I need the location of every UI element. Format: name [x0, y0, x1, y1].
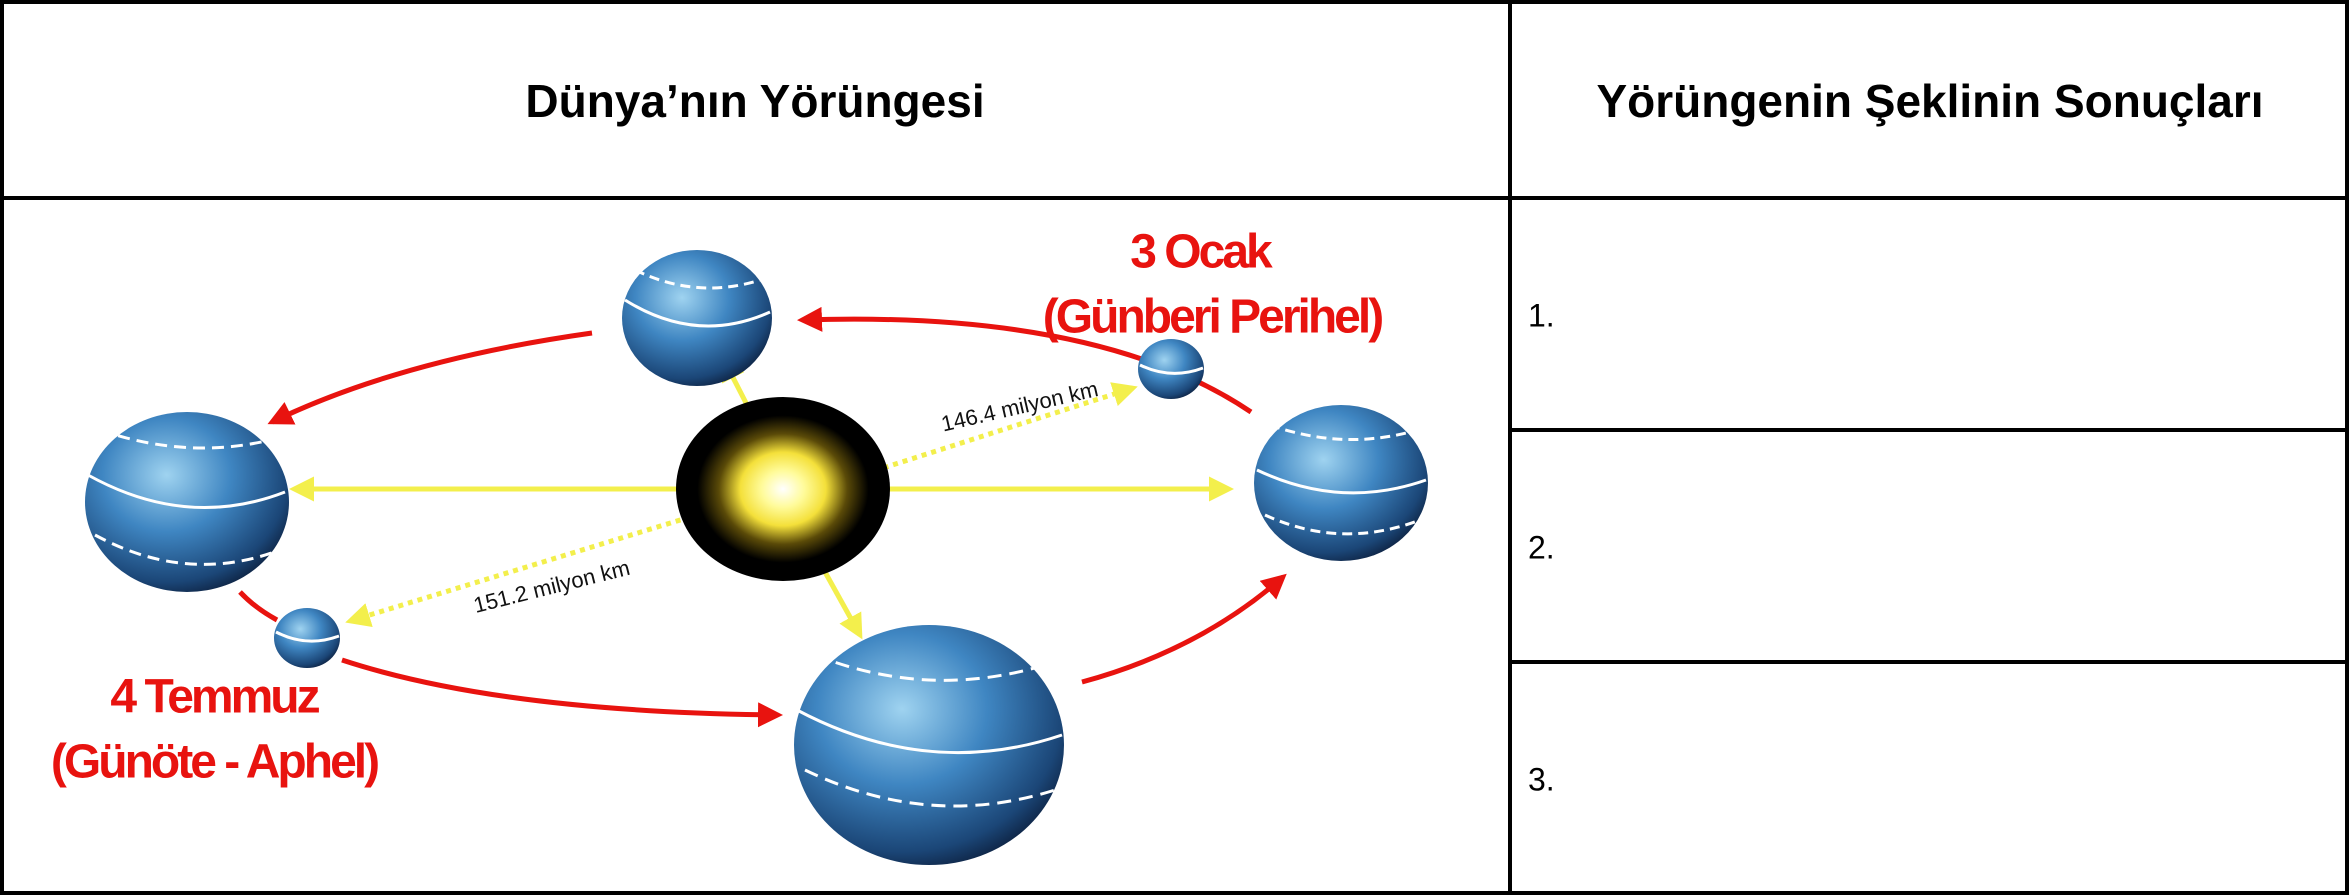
- row-number: 2.: [1528, 529, 1555, 565]
- sun: [676, 397, 890, 581]
- aphelion-distance: 151.2 milyon km: [471, 555, 632, 618]
- aphelion-date: 4 Temmuz: [110, 671, 319, 724]
- header-title: Yörüngenin Şeklinin Sonuçları: [1596, 75, 2263, 127]
- page: Dünya’nın Yörüngesi Yörüngenin Şeklinin …: [0, 0, 2349, 895]
- aphelion-name: (Günöte - Aphel): [51, 736, 378, 789]
- perihelion-name: (Günberi Perihel): [1043, 291, 1382, 344]
- perihelion-date: 3 Ocak: [1130, 226, 1273, 279]
- row-number: 1.: [1528, 297, 1555, 333]
- equator-label: 0°: [1072, 759, 1093, 784]
- row-number: 3.: [1528, 761, 1555, 797]
- header-title: Dünya’nın Yörüngesi: [525, 75, 984, 127]
